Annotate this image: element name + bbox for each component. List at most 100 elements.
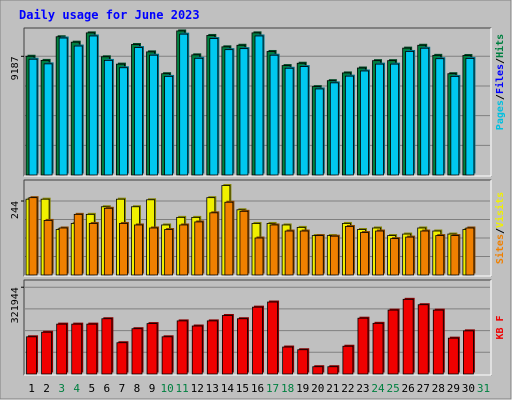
x-tick-label-day-2: 2 <box>43 382 50 395</box>
bar-files-day-11 <box>179 33 189 176</box>
bar-kb-f-day-28 <box>432 309 444 375</box>
x-tick-label-day-25: 25 <box>386 382 399 395</box>
bar-kb-f-day-20 <box>312 366 324 375</box>
x-tick-label-day-14: 14 <box>221 382 235 395</box>
bar-files-day-29 <box>450 76 460 176</box>
bar-sites-day-11 <box>179 224 189 276</box>
bar-sites-day-27 <box>420 230 430 276</box>
bar-files-day-17 <box>269 54 279 176</box>
bar-kb-f-day-14 <box>221 315 233 375</box>
bar-sites-day-19 <box>299 230 309 276</box>
x-tick-label-day-13: 13 <box>206 382 219 395</box>
bar-sites-day-17 <box>269 224 279 276</box>
x-tick-label-day-8: 8 <box>134 382 141 395</box>
bar-sites-day-9 <box>149 227 158 276</box>
x-tick-label-day-29: 29 <box>447 382 460 395</box>
x-tick-label-day-19: 19 <box>296 382 309 395</box>
x-tick-label-day-5: 5 <box>88 382 95 395</box>
bar-kb-f-day-13 <box>206 320 218 375</box>
bar-files-day-25 <box>390 63 399 176</box>
x-tick-label-day-26: 26 <box>402 382 415 395</box>
bar-kb-f-day-22 <box>342 345 354 375</box>
bar-kb-f-day-27 <box>417 304 429 375</box>
bar-kb-f-day-21 <box>327 366 339 375</box>
legend-separator: / <box>495 94 506 100</box>
bar-sites-day-16 <box>254 237 264 276</box>
panel-visits-legend: Sites/Visits <box>494 192 506 264</box>
bar-sites-day-12 <box>194 221 204 276</box>
x-tick-label-day-28: 28 <box>432 382 445 395</box>
bar-kb-f-day-29 <box>447 337 459 375</box>
x-tick-label-day-22: 22 <box>341 382 354 395</box>
bar-sites-day-6 <box>103 207 113 276</box>
bar-files-day-9 <box>149 54 158 176</box>
x-tick-label-day-12: 12 <box>191 382 204 395</box>
bar-sites-day-18 <box>284 230 294 276</box>
series-sites <box>28 196 476 276</box>
bar-kb-f-day-8 <box>131 328 143 375</box>
bar-kb-f-day-10 <box>161 336 173 375</box>
bar-sites-day-1 <box>28 197 38 276</box>
legend-sites: Sites <box>494 234 506 264</box>
bar-files-day-22 <box>344 75 354 176</box>
bar-kb-f-day-3 <box>56 323 68 375</box>
bar-kb-f-day-25 <box>387 309 399 375</box>
x-tick-label-day-4: 4 <box>73 382 80 395</box>
bar-files-day-23 <box>360 70 369 176</box>
legend-separator: / <box>495 58 506 64</box>
x-tick-label-day-9: 9 <box>149 382 156 395</box>
bar-kb-f-day-17 <box>267 301 278 375</box>
bar-kb-f-day-9 <box>146 323 158 375</box>
x-tick-label-day-16: 16 <box>251 382 264 395</box>
legend-hits: Hits <box>494 34 506 58</box>
x-tick-label-day-20: 20 <box>311 382 324 395</box>
bar-kb-f-day-23 <box>357 317 369 375</box>
bar-files-day-7 <box>119 67 128 176</box>
bar-files-day-30 <box>465 58 475 176</box>
x-tick-label-day-27: 27 <box>417 382 430 395</box>
bar-files-day-3 <box>58 37 68 176</box>
panel-hits-y-tick-label: 9187 <box>10 56 21 80</box>
bar-sites-day-20 <box>314 235 324 276</box>
bar-kb-f-day-4 <box>71 323 83 375</box>
bar-files-day-8 <box>134 47 143 176</box>
panel-hits-legend: Pages/Files/Hits <box>494 34 506 130</box>
bar-kb-f-day-26 <box>402 298 414 375</box>
bar-kb-f-day-18 <box>282 346 294 375</box>
bar-files-day-20 <box>314 88 324 176</box>
x-tick-label-day-7: 7 <box>119 382 126 395</box>
legend-separator: / <box>495 228 506 234</box>
bar-kb-f-day-1 <box>26 336 37 375</box>
bar-kb-f-day-24 <box>372 322 384 375</box>
bar-files-day-15 <box>239 48 249 176</box>
legend-files: Files <box>494 64 506 94</box>
bar-files-day-26 <box>405 51 415 176</box>
x-tick-label-day-18: 18 <box>281 382 294 395</box>
x-tick-label-day-23: 23 <box>356 382 369 395</box>
bar-kb-f-day-6 <box>101 318 113 375</box>
bar-sites-day-4 <box>73 213 83 276</box>
bar-sites-day-24 <box>375 230 384 276</box>
bar-sites-day-21 <box>329 235 339 276</box>
bar-kb-f-day-7 <box>116 342 128 375</box>
x-tick-label-day-11: 11 <box>176 382 189 395</box>
bar-files-day-1 <box>28 58 38 176</box>
series-kb-f <box>26 297 475 375</box>
x-tick-label-day-24: 24 <box>371 382 385 395</box>
bar-sites-day-2 <box>43 220 53 276</box>
bar-files-day-12 <box>194 57 204 176</box>
chart-title: Daily usage for June 2023 <box>19 8 200 22</box>
legend-pages: Pages <box>495 100 506 130</box>
bar-sites-day-30 <box>465 227 475 276</box>
x-tick-label-day-1: 1 <box>28 382 35 395</box>
bar-sites-day-25 <box>390 238 399 276</box>
bar-kb-f-day-11 <box>176 320 188 375</box>
bar-kb-f-day-5 <box>86 323 98 375</box>
bar-kb-f-day-2 <box>41 331 52 375</box>
x-axis-labels: 1 2 3 4 5 6 7 8 9 10 11 12 13 14 15 16 17 18 19 20 21 22 23 24 2… <box>28 382 490 395</box>
bar-sites-day-8 <box>134 224 143 276</box>
bar-sites-day-28 <box>435 235 445 276</box>
x-tick-label-day-30: 30 <box>462 382 475 395</box>
